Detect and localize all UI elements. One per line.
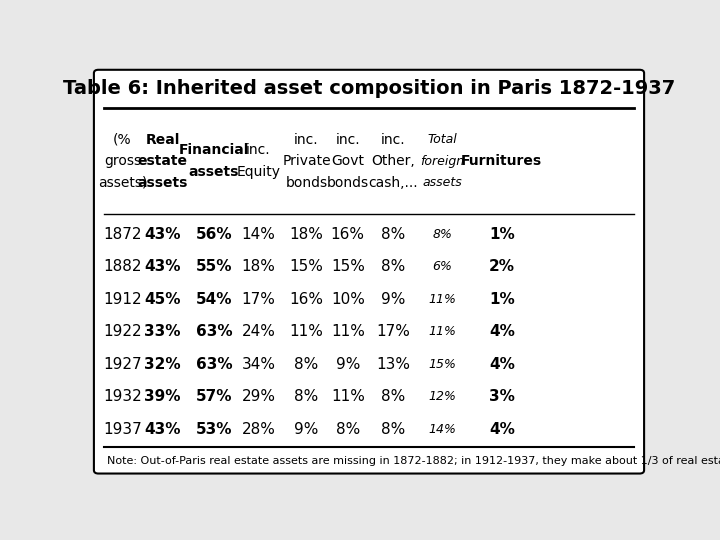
Text: 8%: 8%: [381, 227, 405, 241]
Text: Note: Out-of-Paris real estate assets are missing in 1872-1882; in 1912-1937, th: Note: Out-of-Paris real estate assets ar…: [107, 456, 720, 465]
Text: 17%: 17%: [242, 292, 276, 307]
Text: 18%: 18%: [242, 259, 276, 274]
Text: 11%: 11%: [428, 325, 456, 338]
Text: 16%: 16%: [330, 227, 365, 241]
Text: Furnitures: Furnitures: [462, 154, 542, 168]
Text: 45%: 45%: [144, 292, 181, 307]
Text: 15%: 15%: [289, 259, 323, 274]
Text: assets: assets: [138, 176, 188, 190]
Text: assets: assets: [189, 165, 239, 179]
Text: 9%: 9%: [336, 356, 360, 372]
Text: 10%: 10%: [331, 292, 365, 307]
Text: 43%: 43%: [144, 227, 181, 241]
Text: 9%: 9%: [294, 422, 319, 436]
Text: 8%: 8%: [381, 259, 405, 274]
Text: assets: assets: [423, 177, 462, 190]
Text: 18%: 18%: [289, 227, 323, 241]
Text: 8%: 8%: [381, 422, 405, 436]
Text: 12%: 12%: [428, 390, 456, 403]
Text: 17%: 17%: [376, 324, 410, 339]
Text: Financial: Financial: [179, 144, 249, 158]
Text: foreign: foreign: [420, 155, 464, 168]
Text: 4%: 4%: [489, 422, 515, 436]
Text: 11%: 11%: [331, 389, 365, 404]
Text: 16%: 16%: [289, 292, 323, 307]
Text: 4%: 4%: [489, 324, 515, 339]
FancyBboxPatch shape: [94, 70, 644, 474]
Text: 32%: 32%: [144, 356, 181, 372]
Text: assets): assets): [98, 176, 147, 190]
Text: 63%: 63%: [196, 324, 232, 339]
Text: 8%: 8%: [336, 422, 360, 436]
Text: 1872: 1872: [103, 227, 142, 241]
Text: 28%: 28%: [242, 422, 276, 436]
Text: 11%: 11%: [289, 324, 323, 339]
Text: (%: (%: [113, 133, 132, 147]
Text: 3%: 3%: [489, 389, 515, 404]
Text: 14%: 14%: [428, 422, 456, 436]
Text: 1927: 1927: [103, 356, 142, 372]
Text: 34%: 34%: [241, 356, 276, 372]
Text: 1922: 1922: [103, 324, 142, 339]
Text: 57%: 57%: [196, 389, 232, 404]
Text: 39%: 39%: [144, 389, 181, 404]
Text: 24%: 24%: [242, 324, 276, 339]
Text: cash,...: cash,...: [368, 176, 418, 190]
Text: 55%: 55%: [196, 259, 232, 274]
Text: inc.: inc.: [336, 133, 360, 147]
Text: 1%: 1%: [489, 227, 515, 241]
Text: 43%: 43%: [144, 422, 181, 436]
Text: 54%: 54%: [196, 292, 232, 307]
Text: 8%: 8%: [294, 389, 319, 404]
Text: Real: Real: [145, 133, 180, 147]
Text: bonds: bonds: [285, 176, 328, 190]
Text: 1%: 1%: [489, 292, 515, 307]
Text: bonds: bonds: [327, 176, 369, 190]
Text: 8%: 8%: [433, 227, 453, 240]
Text: 6%: 6%: [433, 260, 453, 273]
Text: 53%: 53%: [196, 422, 232, 436]
Text: Equity: Equity: [236, 165, 281, 179]
Text: 15%: 15%: [428, 357, 456, 370]
Text: Govt: Govt: [331, 154, 364, 168]
Text: 13%: 13%: [376, 356, 410, 372]
Text: Total: Total: [428, 133, 457, 146]
Text: 56%: 56%: [196, 227, 232, 241]
Text: 9%: 9%: [381, 292, 405, 307]
Text: Private: Private: [282, 154, 330, 168]
Text: inc.: inc.: [381, 133, 405, 147]
Text: inc.: inc.: [246, 144, 271, 158]
Text: gross: gross: [104, 154, 141, 168]
Text: 33%: 33%: [144, 324, 181, 339]
Text: 43%: 43%: [144, 259, 181, 274]
Text: 4%: 4%: [489, 356, 515, 372]
Text: 29%: 29%: [241, 389, 276, 404]
Text: 1932: 1932: [103, 389, 142, 404]
Text: 1882: 1882: [103, 259, 142, 274]
Text: estate: estate: [138, 154, 187, 168]
Text: 1912: 1912: [103, 292, 142, 307]
Text: Table 6: Inherited asset composition in Paris 1872-1937: Table 6: Inherited asset composition in …: [63, 79, 675, 98]
Text: 11%: 11%: [428, 293, 456, 306]
Text: 14%: 14%: [242, 227, 276, 241]
Text: 11%: 11%: [331, 324, 365, 339]
Text: 15%: 15%: [331, 259, 365, 274]
Text: 8%: 8%: [294, 356, 319, 372]
Text: 63%: 63%: [196, 356, 232, 372]
Text: 1937: 1937: [103, 422, 142, 436]
Text: 8%: 8%: [381, 389, 405, 404]
Text: Other,: Other,: [371, 154, 415, 168]
Text: inc.: inc.: [294, 133, 319, 147]
Text: 2%: 2%: [489, 259, 515, 274]
